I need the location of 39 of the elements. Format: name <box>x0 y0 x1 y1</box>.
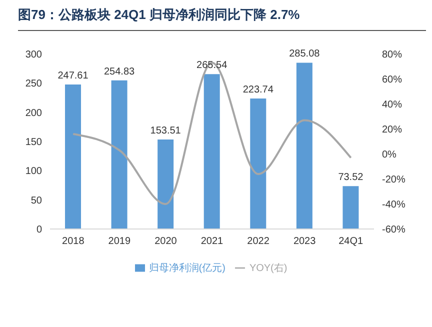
data-label: 265.54 <box>196 60 228 72</box>
bar <box>65 84 81 229</box>
y-tick-label: 150 <box>25 137 42 148</box>
data-label: 247.61 <box>58 70 89 82</box>
x-tick-label: 2023 <box>293 236 316 248</box>
x-tick-label: 2019 <box>108 236 131 248</box>
x-tick-label: 2021 <box>200 236 224 248</box>
data-label: 285.08 <box>289 48 320 60</box>
data-label: 223.74 <box>242 84 274 96</box>
legend-label: YOY(右) <box>249 263 288 274</box>
x-tick-label: 24Q1 <box>338 236 364 248</box>
y-tick-label: 50 <box>30 195 42 206</box>
x-tick-label: 2018 <box>62 236 85 248</box>
y2-tick-label: 0% <box>382 150 397 161</box>
y-tick-label: 100 <box>25 166 42 178</box>
x-tick-label: 2020 <box>154 236 178 248</box>
chart-title: 图79：公路板块 24Q1 归母净利润同比下降 2.7% <box>18 6 426 31</box>
y-tick-label: 300 <box>25 50 42 61</box>
legend-label: 归母净利润(亿元) <box>148 263 226 274</box>
y2-tick-label: -60% <box>382 224 406 236</box>
y2-tick-label: 60% <box>382 74 402 86</box>
bar <box>158 139 174 229</box>
y-tick-label: 200 <box>25 108 42 119</box>
x-tick-label: 2022 <box>247 236 270 248</box>
y2-tick-label: -20% <box>382 174 406 186</box>
bar <box>111 80 128 229</box>
y2-tick-label: 40% <box>382 100 402 111</box>
data-label: 73.52 <box>338 172 364 184</box>
y-tick-label: 0 <box>36 224 42 236</box>
bar <box>250 98 266 229</box>
y2-tick-label: 80% <box>382 50 402 61</box>
data-label: 254.83 <box>104 66 136 78</box>
bar <box>342 186 359 229</box>
y-tick-label: 250 <box>25 78 42 90</box>
data-label: 153.51 <box>150 125 182 136</box>
y2-tick-label: -40% <box>382 200 406 211</box>
bar <box>204 74 220 229</box>
y2-tick-label: 20% <box>382 124 402 136</box>
bar <box>296 62 312 229</box>
